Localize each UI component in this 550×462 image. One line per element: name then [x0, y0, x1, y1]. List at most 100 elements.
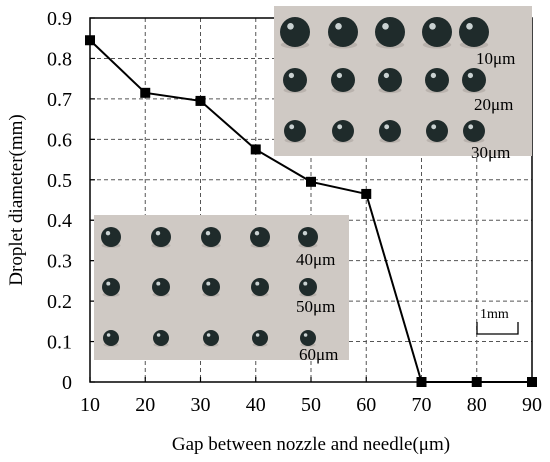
data-point: [416, 377, 427, 387]
droplet-body: [332, 120, 354, 142]
droplet: [102, 278, 120, 297]
droplet-body: [462, 68, 486, 92]
droplet-body: [426, 120, 448, 142]
droplet: [300, 330, 316, 347]
droplet: [375, 17, 405, 49]
y-tick-label: 0.3: [47, 251, 72, 273]
inset-label-50um: 50μm: [296, 297, 335, 316]
droplet-body: [252, 330, 268, 346]
data-point: [85, 35, 95, 46]
droplet: [153, 330, 169, 347]
x-tick-label: 20: [135, 394, 155, 416]
droplet-highlight: [429, 23, 436, 30]
droplet-body: [201, 227, 221, 247]
droplet-highlight: [384, 124, 390, 130]
y-tick-label: 0.1: [47, 332, 72, 354]
droplet: [250, 227, 270, 248]
droplet-body: [251, 278, 269, 296]
x-tick-label: 50: [301, 394, 321, 416]
droplet-body: [102, 278, 120, 296]
x-tick-label: 10: [80, 394, 100, 416]
droplet-highlight: [255, 281, 260, 286]
droplet-body: [331, 68, 355, 92]
droplet: [462, 68, 486, 94]
droplet: [298, 227, 318, 248]
droplet: [251, 278, 269, 297]
series: [85, 35, 537, 387]
droplet: [463, 120, 485, 144]
droplet-highlight: [289, 124, 295, 130]
droplet-highlight: [106, 281, 111, 286]
droplet-body: [463, 120, 485, 142]
droplet: [332, 120, 354, 144]
droplet: [151, 227, 171, 248]
droplet-highlight: [155, 231, 161, 236]
droplet-body: [152, 278, 170, 296]
droplet-highlight: [303, 281, 308, 286]
droplet-highlight: [468, 124, 474, 130]
inset-label-20um: 20μm: [474, 95, 513, 114]
droplet-body: [375, 17, 405, 47]
droplet-body: [103, 330, 119, 346]
droplet-highlight: [383, 72, 390, 79]
droplet-highlight: [254, 231, 260, 236]
data-point: [306, 176, 316, 187]
data-point: [527, 377, 537, 387]
y-tick-label: 0.5: [47, 170, 72, 192]
scale-bar-label: 1mm: [480, 307, 509, 322]
droplet-body: [459, 17, 489, 47]
droplet-highlight: [288, 72, 295, 79]
droplet-highlight: [105, 231, 111, 236]
droplet-highlight: [335, 23, 342, 30]
droplet-highlight: [206, 333, 211, 337]
droplet-highlight: [156, 281, 161, 286]
tick-labels: 10 20 30 40 50 60 70 80 90 0 0.1 0.2 0.3 0.4 0.5 0.6 0.7…: [47, 8, 542, 416]
droplet-highlight: [466, 23, 473, 30]
droplet-highlight: [382, 23, 389, 30]
droplet: [101, 227, 121, 248]
scale-bar: 1mm: [476, 307, 519, 335]
droplet-highlight: [287, 23, 294, 30]
droplet: [201, 227, 221, 248]
droplet: [280, 17, 310, 49]
droplet: [328, 17, 358, 49]
droplet-highlight: [302, 231, 308, 236]
droplet-body: [250, 227, 270, 247]
inset-label-60um: 60μm: [299, 345, 338, 364]
droplet-body: [203, 330, 219, 346]
droplet-highlight: [106, 333, 111, 337]
data-point: [195, 95, 206, 106]
droplet-highlight: [430, 72, 437, 79]
x-tick-label: 30: [191, 394, 211, 416]
droplet: [299, 278, 317, 297]
data-point: [250, 144, 261, 155]
droplet-highlight: [156, 333, 161, 337]
droplet: [422, 17, 452, 49]
droplet-body: [328, 17, 358, 47]
x-tick-label: 40: [246, 394, 266, 416]
inset-label-10um: 10μm: [476, 49, 515, 68]
droplet-highlight: [336, 72, 343, 79]
droplet: [202, 278, 220, 297]
droplet: [425, 68, 449, 94]
y-tick-label: 0.2: [47, 291, 72, 313]
y-tick-label: 0.4: [47, 210, 72, 232]
droplet-body: [379, 120, 401, 142]
droplet-highlight: [205, 231, 211, 236]
droplet: [284, 120, 306, 144]
droplet: [203, 330, 219, 347]
droplet-body: [300, 330, 316, 346]
inset-label-40um: 40μm: [296, 250, 335, 269]
scale-bar-line: [476, 322, 519, 335]
droplet-highlight: [467, 72, 474, 79]
droplet: [459, 17, 489, 49]
data-point: [361, 188, 372, 199]
droplet: [378, 68, 402, 94]
inset-photo-top-right: 10μm 20μm 30μm: [274, 6, 532, 162]
y-tick-label: 0.9: [47, 8, 72, 30]
y-tick-label: 0.7: [47, 89, 72, 111]
x-tick-label: 90: [522, 394, 542, 416]
x-tick-label: 70: [412, 394, 432, 416]
droplet-highlight: [431, 124, 437, 130]
data-point: [471, 377, 482, 387]
